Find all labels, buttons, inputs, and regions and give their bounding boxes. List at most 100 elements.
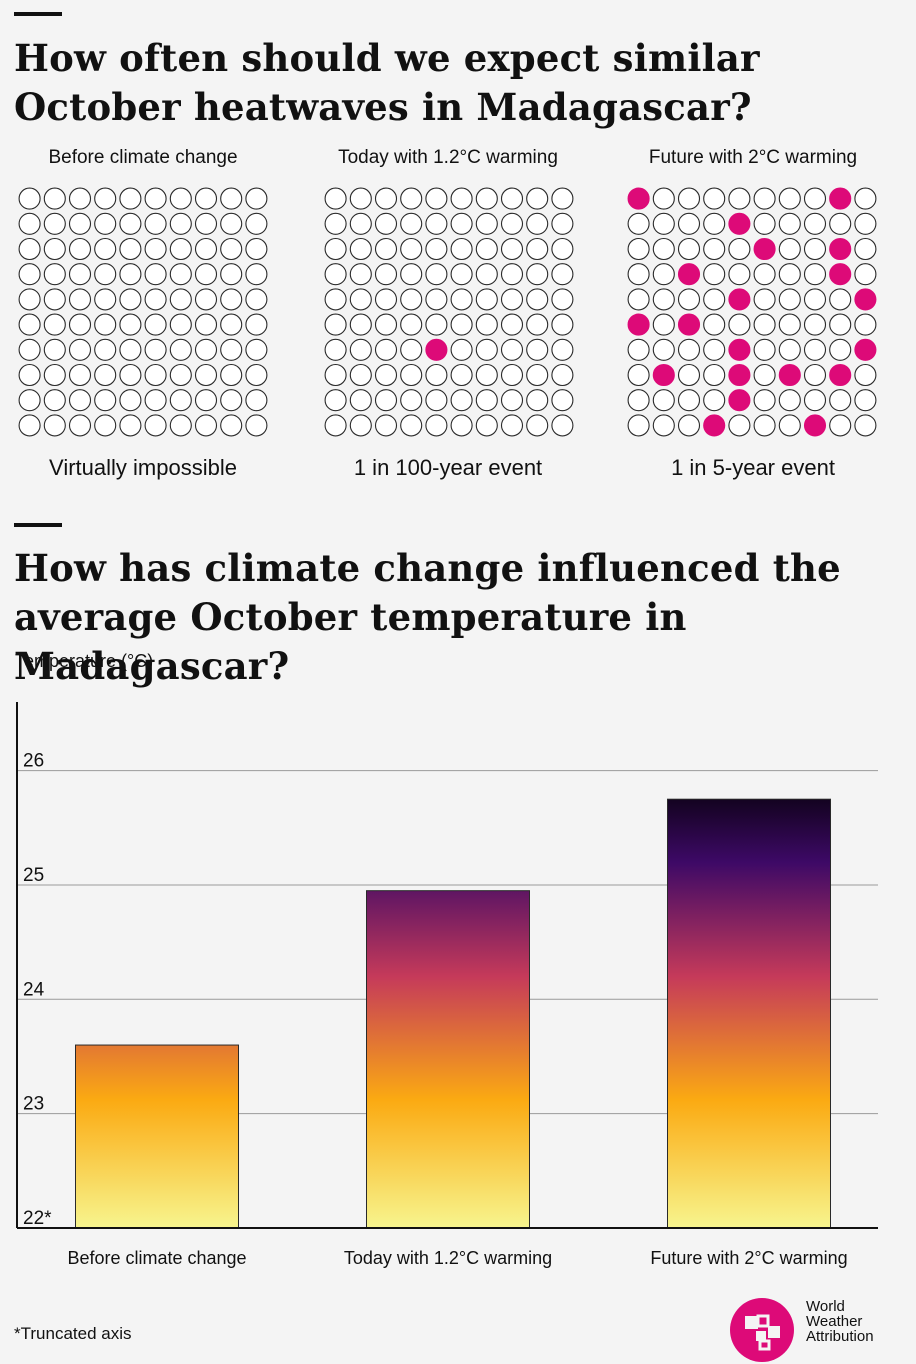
event-dot-empty (500, 414, 524, 437)
event-dot-empty (94, 288, 117, 311)
event-dot-empty (627, 363, 650, 387)
event-dot-empty (324, 212, 347, 235)
event-dot-empty (526, 212, 549, 235)
event-dot-empty (43, 338, 66, 361)
event-dot-empty (324, 288, 347, 311)
event-dot-empty (551, 389, 574, 412)
event-dot-empty (475, 288, 498, 311)
event-dot-empty (627, 338, 650, 361)
x-tick-label: Before climate change (67, 1248, 246, 1268)
event-dot-empty (144, 212, 167, 235)
panel-title-before: Before climate change (48, 147, 238, 168)
event-dot-empty (854, 187, 877, 210)
event-dot-filled (829, 263, 852, 286)
event-dot-empty (68, 313, 92, 336)
event-dot-empty (245, 187, 268, 210)
event-dot-empty (425, 389, 448, 412)
event-dot-empty (43, 414, 66, 437)
event-dot-empty (803, 313, 827, 336)
wwa-logo: World Weather Attribution (730, 1295, 910, 1362)
event-dot-empty (374, 389, 398, 412)
event-dot-empty (526, 263, 549, 286)
event-dot-empty (652, 414, 675, 437)
event-dot-empty (829, 288, 852, 311)
event-dot-empty (500, 237, 524, 261)
event-dot-empty (400, 389, 423, 412)
event-dot-empty (349, 363, 372, 387)
truncated-axis-footnote: *Truncated axis (14, 1324, 132, 1343)
event-dot-empty (425, 414, 448, 437)
event-dot-empty (194, 237, 218, 261)
event-dot-filled (753, 237, 776, 261)
panel-caption-today: 1 in 100-year event (353, 455, 543, 480)
event-dot-empty (551, 363, 574, 387)
event-dot-empty (652, 288, 675, 311)
event-dot-empty (703, 313, 726, 336)
event-dot-empty (119, 389, 142, 412)
event-dot-empty (245, 212, 268, 235)
event-dot-empty (703, 263, 726, 286)
event-dot-empty (144, 338, 167, 361)
event-dot-empty (703, 363, 726, 387)
event-dot-empty (245, 414, 268, 437)
event-dot-empty (829, 389, 852, 412)
event-dot-filled (728, 288, 751, 311)
event-dot-empty (400, 187, 423, 210)
event-dot-empty (94, 187, 117, 210)
event-dot-empty (194, 414, 218, 437)
event-dot-empty (18, 313, 41, 336)
event-dot-empty (374, 363, 398, 387)
event-dot-empty (119, 338, 142, 361)
event-dot-empty (829, 313, 852, 336)
event-dot-empty (526, 187, 549, 210)
event-dot-empty (119, 237, 142, 261)
event-dot-empty (778, 288, 801, 311)
event-dot-filled (854, 288, 877, 311)
event-dot-empty (475, 212, 498, 235)
y-tick-label: 23 (23, 1094, 44, 1115)
bar (75, 1044, 239, 1229)
event-dot-empty (18, 414, 41, 437)
event-dot-empty (220, 338, 243, 361)
event-dot-filled (728, 212, 751, 235)
event-dot-empty (450, 212, 473, 235)
event-dot-empty (400, 313, 423, 336)
event-dot-empty (854, 363, 877, 387)
event-dot-empty (324, 338, 347, 361)
event-dot-empty (627, 288, 650, 311)
temperature-bar-chart: 22* 23 24 25 26 Before climate change Today wi… (16, 702, 878, 1268)
event-dot-filled (677, 313, 701, 336)
event-dot-empty (94, 212, 117, 235)
event-dot-empty (43, 212, 66, 235)
event-dot-filled (829, 187, 852, 210)
logo-line-3: Attribution (806, 1328, 874, 1345)
event-dot-empty (703, 212, 726, 235)
event-dot-empty (220, 389, 243, 412)
event-dot-empty (194, 187, 218, 210)
event-dot-empty (526, 389, 549, 412)
event-dot-empty (324, 363, 347, 387)
event-dot-empty (551, 288, 574, 311)
event-dot-empty (349, 414, 372, 437)
event-dot-empty (728, 187, 751, 210)
event-dot-empty (854, 212, 877, 235)
event-dot-empty (703, 237, 726, 261)
y-tick-label: 22* (23, 1208, 52, 1229)
event-dot-empty (803, 288, 827, 311)
event-dot-empty (68, 237, 92, 261)
event-dot-empty (551, 313, 574, 336)
event-dot-empty (43, 187, 66, 210)
event-dot-filled (677, 263, 701, 286)
event-dot-empty (169, 212, 192, 235)
event-dot-empty (68, 288, 92, 311)
dot-grid-before (18, 187, 268, 437)
event-dot-empty (119, 187, 142, 210)
event-dot-empty (194, 263, 218, 286)
event-dot-empty (374, 187, 398, 210)
event-dot-empty (18, 338, 41, 361)
panel-caption-future: 1 in 5-year event (671, 455, 835, 480)
event-dot-empty (43, 237, 66, 261)
event-dot-empty (425, 187, 448, 210)
event-dot-empty (425, 212, 448, 235)
temperature-question-heading: How has climate change influenced the av… (14, 546, 841, 688)
